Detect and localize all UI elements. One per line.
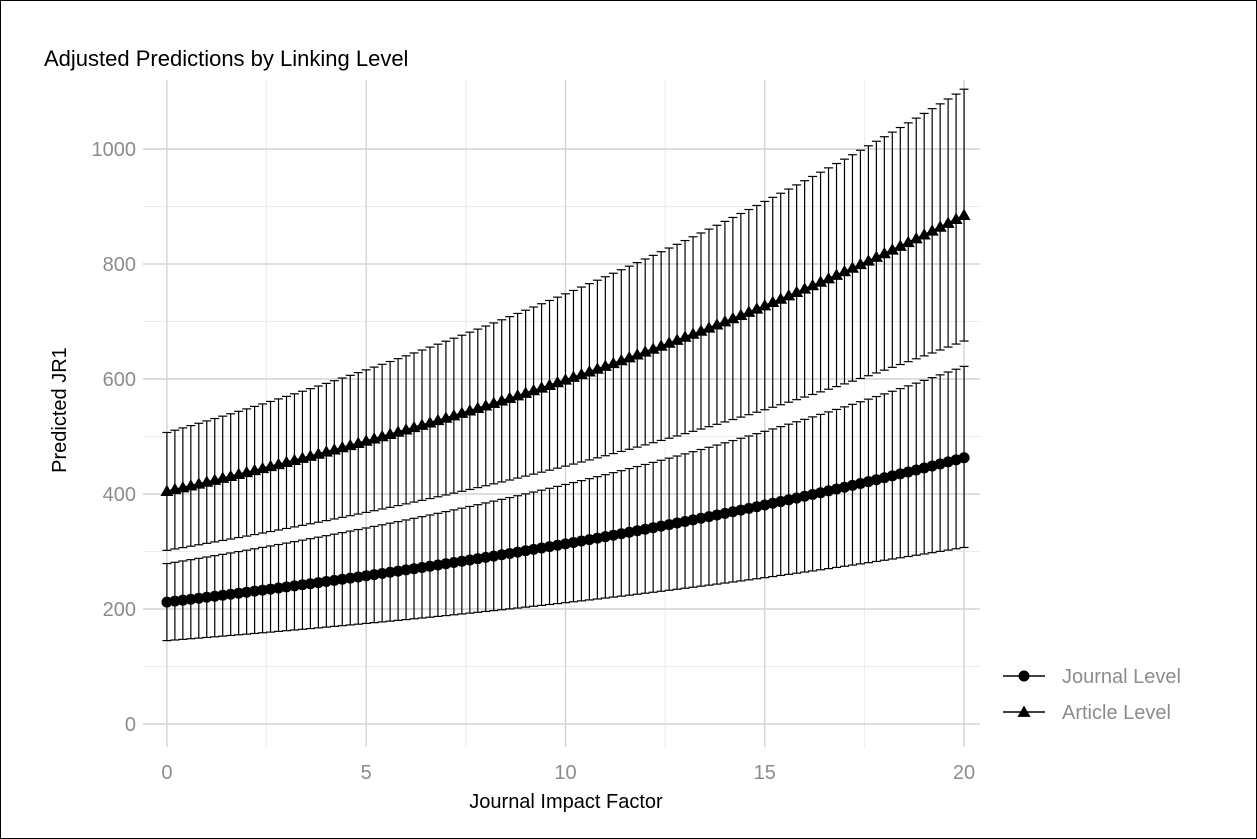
point-marker (893, 239, 907, 251)
point-marker (958, 452, 970, 464)
point-marker (861, 254, 875, 266)
point-marker (662, 336, 676, 348)
y-tick-label: 0 (125, 714, 136, 736)
point-marker (201, 591, 213, 603)
series-journal-level (161, 365, 970, 642)
point-marker (654, 339, 668, 351)
point-marker (702, 321, 716, 333)
y-tick-label: 400 (103, 484, 136, 506)
y-tick-label: 800 (103, 254, 136, 276)
point-marker (193, 592, 205, 604)
point-marker (217, 589, 229, 601)
point-marker (638, 345, 652, 357)
x-tick-label: 5 (361, 762, 372, 784)
point-marker (949, 212, 963, 224)
point-marker (869, 250, 883, 262)
point-marker (774, 292, 788, 304)
point-marker (957, 208, 971, 220)
point-marker (169, 595, 181, 607)
point-marker (798, 282, 812, 294)
point-marker (614, 353, 628, 366)
series-article-level (160, 88, 971, 551)
point-marker (718, 315, 732, 327)
point-marker (758, 298, 772, 311)
point-marker (901, 235, 915, 248)
legend-item: Article Level (1003, 702, 1171, 724)
x-tick-label: 0 (161, 762, 172, 784)
point-marker (830, 268, 844, 280)
point-marker (622, 351, 636, 363)
point-marker (766, 295, 780, 308)
point-marker (845, 261, 859, 273)
point-marker (941, 216, 955, 228)
point-marker (686, 327, 700, 339)
series-layer (160, 88, 971, 642)
grid (143, 80, 980, 747)
point-marker (806, 278, 820, 291)
point-marker (814, 275, 828, 287)
point-marker (185, 593, 197, 605)
y-tick-label: 600 (103, 369, 136, 391)
x-tick-label: 20 (953, 762, 975, 784)
point-marker (750, 302, 764, 314)
point-marker (678, 330, 692, 342)
point-marker (670, 333, 684, 345)
point-marker (837, 264, 851, 277)
y-tick-labels: 0 200 400 600 800 1000 (92, 139, 137, 736)
chart-title: Adjusted Predictions by Linking Level (44, 46, 409, 71)
point-marker (177, 594, 189, 606)
point-marker (710, 318, 724, 330)
legend-label: Journal Level (1062, 666, 1181, 688)
point-marker (782, 289, 796, 301)
legend: Journal Level Article Level (1003, 666, 1181, 724)
point-marker (225, 588, 237, 600)
point-marker (630, 348, 644, 360)
x-tick-label: 10 (554, 762, 576, 784)
point-marker (726, 311, 740, 324)
point-marker (853, 257, 867, 270)
legend-label: Article Level (1062, 702, 1171, 724)
point-marker (917, 228, 931, 240)
point-marker (694, 324, 708, 336)
y-tick-label: 200 (103, 599, 136, 621)
point-marker (877, 246, 891, 259)
legend-item: Journal Level (1003, 666, 1181, 688)
point-marker (925, 224, 939, 236)
point-marker (909, 231, 923, 244)
x-axis-label: Journal Impact Factor (469, 791, 663, 813)
x-tick-label: 15 (754, 762, 776, 784)
point-marker (885, 243, 899, 255)
point-marker (933, 220, 947, 232)
point-marker (734, 308, 748, 321)
point-marker (161, 596, 173, 608)
point-marker (1017, 705, 1031, 717)
point-marker (822, 271, 836, 284)
point-marker (742, 305, 756, 317)
point-marker (1018, 670, 1030, 682)
x-tick-labels: 0 5 10 15 20 (161, 762, 975, 784)
point-marker (790, 285, 804, 298)
y-axis-label: Predicted JR1 (49, 347, 71, 473)
point-marker (209, 590, 221, 602)
point-marker (646, 342, 660, 354)
y-tick-label: 1000 (92, 139, 137, 161)
